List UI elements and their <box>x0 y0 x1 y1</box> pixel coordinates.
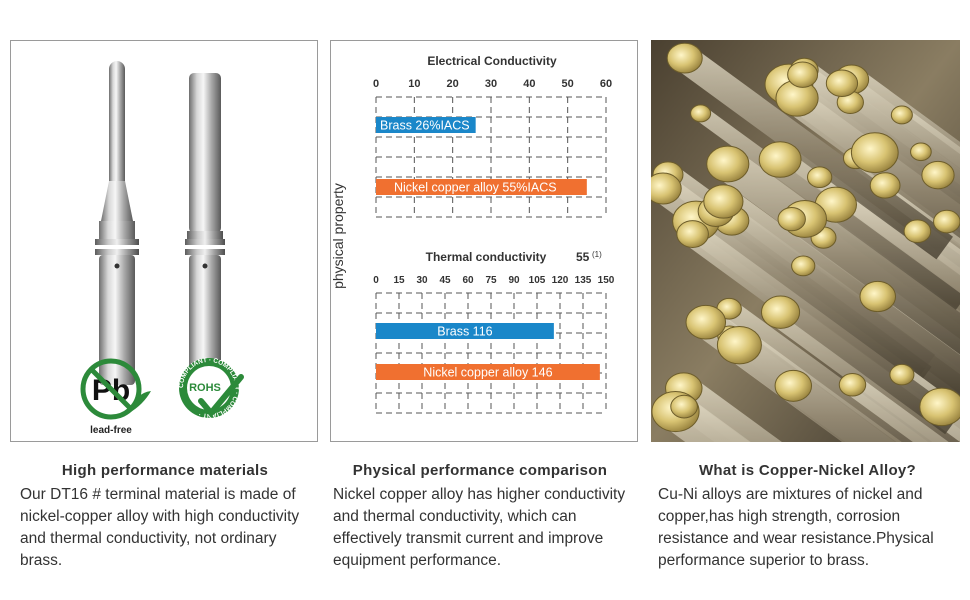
x-tick-label: 30 <box>416 275 428 286</box>
caption-body-comparison: Nickel copper alloy has higher conductiv… <box>333 486 626 569</box>
x-tick-label: 0 <box>373 275 379 286</box>
x-tick-label: 50 <box>562 78 574 90</box>
x-tick-label: 75 <box>485 275 497 286</box>
lead-free-label: lead-free <box>90 425 132 436</box>
caption-title-alloy: What is Copper-Nickel Alloy? <box>698 462 917 479</box>
x-tick-label: 60 <box>462 275 474 286</box>
bar-nickel-copper-alloy <box>376 364 600 380</box>
rohs-badge: COMPLIANT · COMPLIANT · COMPLIANT · ROHS <box>178 357 244 419</box>
female-terminal-socket <box>185 73 225 385</box>
electrical-chart-title: Electrical Conductivity <box>427 54 557 68</box>
caption-body-alloy: Cu-Ni alloys are mixtures of nickel and … <box>658 486 934 569</box>
x-tick-label: 135 <box>575 275 592 286</box>
bar-nickel-copper-alloy <box>376 179 587 195</box>
lead-free-badge: Pb lead-free <box>80 358 151 436</box>
x-tick-label: 10 <box>408 78 420 90</box>
bar-data-label: Nickel copper alloy 146 <box>423 366 552 380</box>
terminal-pins-illustration: Pb lead-free COMPLIANT · COMPLIANT · COM… <box>80 61 244 436</box>
bar-brass <box>376 323 554 339</box>
x-tick-label: 0 <box>373 78 379 90</box>
bar-brass <box>376 117 476 133</box>
x-tick-label: 15 <box>393 275 405 286</box>
x-tick-label: 105 <box>529 275 546 286</box>
x-tick-label: 90 <box>508 275 520 286</box>
male-terminal-pin <box>95 61 139 385</box>
x-tick-label: 40 <box>523 78 535 90</box>
bar-data-label: Brass 26%IACS <box>380 119 470 133</box>
bar-data-label: Brass 116 <box>437 325 492 339</box>
comparison-charts: physical property Electrical Conductivit… <box>331 54 615 414</box>
x-tick-label: 150 <box>598 275 615 286</box>
thermal-chart-title: Thermal conductivity <box>426 250 547 264</box>
rohs-label: ROHS <box>189 382 221 394</box>
comparison-chart-panel: physical property Electrical Conductivit… <box>330 40 638 442</box>
caption-body-materials: Our DT16 # terminal material is made of … <box>20 486 300 569</box>
bar-data-label: Nickel copper alloy 55%IACS <box>394 181 557 195</box>
caption-title-comparison: Physical performance comparison <box>352 462 608 479</box>
electrical-conductivity-chart: 0 10 20 30 40 50 60 Brass 26%IACS Nickel copper … <box>373 78 612 218</box>
terminal-image-panel: Pb lead-free COMPLIANT · COMPLIANT · COM… <box>10 40 318 442</box>
x-tick-label: 120 <box>552 275 569 286</box>
thermal-chart-note-sup: (1) <box>592 250 602 259</box>
x-tick-label: 20 <box>447 78 459 90</box>
x-tick-label: 60 <box>600 78 612 90</box>
y-axis-label: physical property <box>331 183 346 289</box>
thermal-chart-note: 55 <box>576 250 590 264</box>
rods-illustration <box>651 40 960 442</box>
x-tick-label: 30 <box>485 78 497 90</box>
caption-title-materials: High performance materials <box>61 462 269 479</box>
thermal-conductivity-chart: 0 15 30 45 60 75 90 105 120 135 150 Brass 116 Nickel… <box>373 275 615 414</box>
copper-nickel-rods-photo <box>651 40 960 442</box>
x-tick-label: 45 <box>439 275 451 286</box>
